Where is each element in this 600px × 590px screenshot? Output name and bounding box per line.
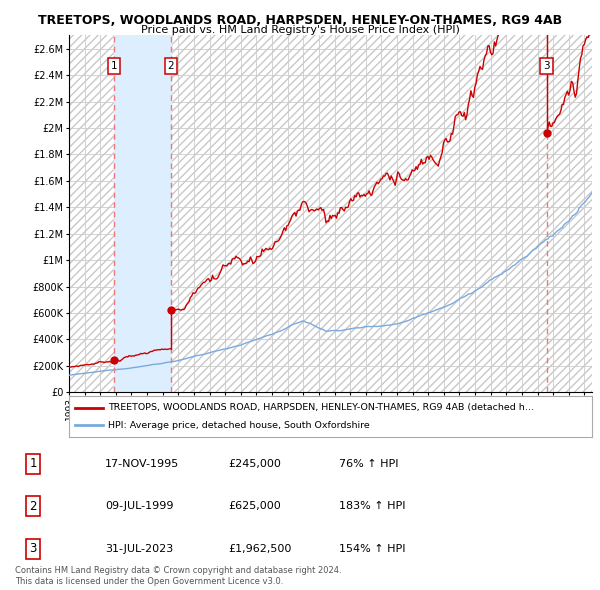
Text: HPI: Average price, detached house, South Oxfordshire: HPI: Average price, detached house, Sout…: [108, 421, 370, 430]
Text: 1: 1: [110, 61, 117, 71]
Text: 76% ↑ HPI: 76% ↑ HPI: [339, 459, 398, 468]
Text: Contains HM Land Registry data © Crown copyright and database right 2024.: Contains HM Land Registry data © Crown c…: [15, 566, 341, 575]
Text: 31-JUL-2023: 31-JUL-2023: [105, 544, 173, 553]
Text: 2: 2: [167, 61, 174, 71]
Text: Price paid vs. HM Land Registry's House Price Index (HPI): Price paid vs. HM Land Registry's House …: [140, 25, 460, 35]
Text: 09-JUL-1999: 09-JUL-1999: [105, 502, 173, 511]
Text: 3: 3: [29, 542, 37, 555]
Text: £1,962,500: £1,962,500: [228, 544, 292, 553]
Text: 154% ↑ HPI: 154% ↑ HPI: [339, 544, 406, 553]
Text: TREETOPS, WOODLANDS ROAD, HARPSDEN, HENLEY-ON-THAMES, RG9 4AB: TREETOPS, WOODLANDS ROAD, HARPSDEN, HENL…: [38, 14, 562, 27]
Text: 183% ↑ HPI: 183% ↑ HPI: [339, 502, 406, 511]
Text: 17-NOV-1995: 17-NOV-1995: [105, 459, 179, 468]
Text: 2: 2: [29, 500, 37, 513]
Text: £625,000: £625,000: [228, 502, 281, 511]
Text: 3: 3: [543, 61, 550, 71]
Text: £245,000: £245,000: [228, 459, 281, 468]
Bar: [114, 35, 171, 392]
Text: This data is licensed under the Open Government Licence v3.0.: This data is licensed under the Open Gov…: [15, 576, 283, 586]
Text: 1: 1: [29, 457, 37, 470]
Text: TREETOPS, WOODLANDS ROAD, HARPSDEN, HENLEY-ON-THAMES, RG9 4AB (detached h…: TREETOPS, WOODLANDS ROAD, HARPSDEN, HENL…: [108, 403, 535, 412]
